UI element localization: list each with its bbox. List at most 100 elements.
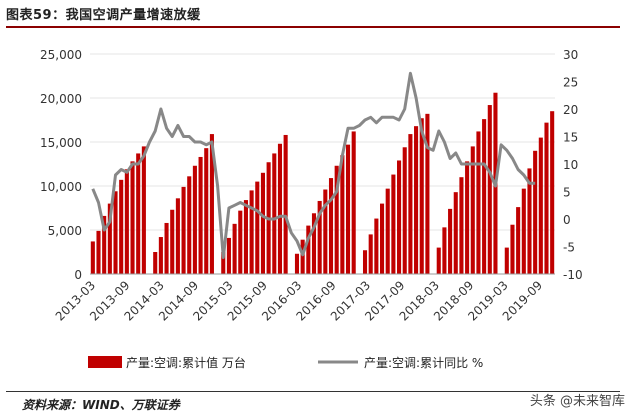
y-left-tick-label: 5,000 [48,224,82,238]
bar [368,234,373,274]
bar [187,176,192,274]
bar [487,105,492,274]
bar [119,179,124,274]
bar [209,134,214,274]
y-right-tick-label: 5 [563,186,571,200]
bar [198,156,203,274]
bar [385,188,390,274]
legend-bar-label: 产量:空调:累计值 万台 [126,355,246,370]
bar [380,203,385,274]
bar [232,223,237,274]
bar [243,200,248,274]
bar [482,119,487,275]
y-right-tick-label: 30 [563,48,578,62]
bar [294,253,300,274]
bar [408,134,413,274]
bar [175,198,180,274]
bar-series [90,92,555,275]
bar [391,174,396,274]
bar [153,252,158,274]
bar [249,190,254,274]
bar [221,252,226,274]
legend-bar-swatch [88,356,122,368]
bar [170,209,175,274]
y-right-tick-label: -10 [563,268,583,282]
bar [260,172,265,274]
figure-title: 图表59：我国空调产量增速放缓 [6,8,201,23]
chart-legend: 产量:空调:累计值 万台 产量:空调:累计同比 % [88,355,483,370]
bar [141,146,146,274]
bar [204,148,209,274]
bar [283,134,288,274]
bar [550,111,555,274]
chart: 0 5,000 10,000 15,000 20,000 25,000 -10 -5 0 5 10 1… [40,48,583,370]
bar [425,113,430,274]
bar [533,150,538,274]
bar [527,168,532,274]
bar [374,218,379,274]
y-left-tick-label: 10,000 [40,180,82,194]
bar [277,143,283,274]
bar [300,239,305,274]
bar [402,147,407,274]
bar [238,210,243,274]
bar [436,247,441,274]
bar [345,144,351,274]
bar [419,118,424,275]
bar [113,191,118,274]
bar [255,181,260,274]
y-left-tick-label: 0 [74,268,82,282]
bar [136,153,141,274]
bar [510,224,515,274]
bar [476,131,481,274]
bar [107,203,112,274]
bar [465,161,470,274]
y-right-tick-label: 25 [563,76,578,90]
bar [448,208,453,274]
bar [504,247,509,274]
y-right-tick-label: 20 [563,103,578,117]
y-left-tick-label: 20,000 [40,92,82,106]
bar [538,137,543,274]
bar [164,222,169,274]
bar [397,160,402,274]
bottom-rule [6,391,620,392]
y-right-tick-label: 10 [563,158,578,172]
bar [453,192,458,274]
bar [102,215,107,274]
y-right-tick-label: 15 [563,131,578,145]
bar [124,169,129,274]
bar [158,237,163,274]
bar [272,153,277,274]
legend-line-label: 产量:空调:累计同比 % [364,356,483,370]
y-left-tick-label: 25,000 [40,48,82,62]
source-note: 资料来源：WIND、万联证券 [22,398,180,412]
bar [470,146,475,274]
bar [516,207,521,274]
line-series [91,71,536,259]
bar [192,165,197,274]
bar [90,241,95,274]
bar [328,178,334,274]
bar [459,177,464,274]
bar [334,165,339,274]
bar [351,131,356,274]
line-path [91,71,536,259]
bar [317,200,322,274]
y-right-tick-label: 0 [563,213,571,227]
bar [414,126,419,274]
bar [442,227,447,274]
bar [96,230,101,274]
bar [521,188,526,274]
bar [362,250,368,274]
bar [311,213,317,274]
bar [181,186,186,274]
watermark: 头条 @未来智库 [529,394,625,409]
bar [323,189,328,274]
bar [130,161,135,274]
bar [340,155,345,274]
bar [226,237,231,274]
title-rule [6,26,620,28]
y-left-tick-label: 15,000 [40,136,82,150]
bar [544,122,549,274]
